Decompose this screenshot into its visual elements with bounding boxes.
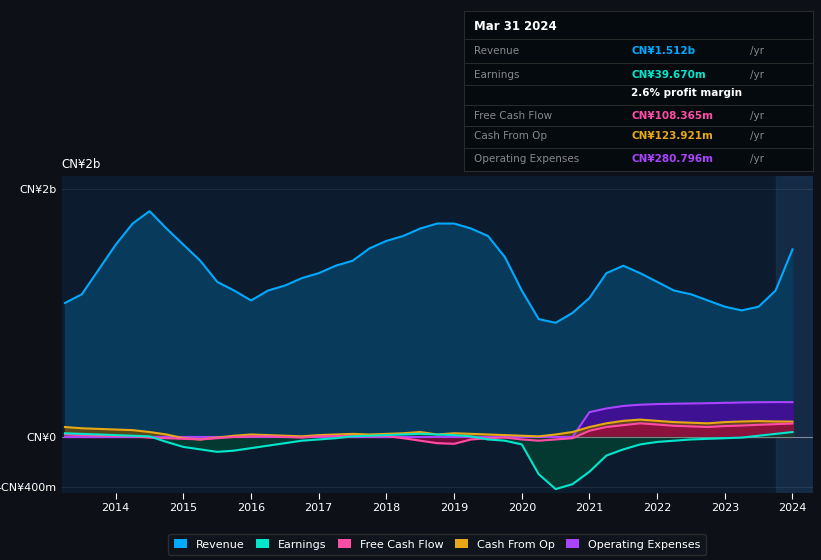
Legend: Revenue, Earnings, Free Cash Flow, Cash From Op, Operating Expenses: Revenue, Earnings, Free Cash Flow, Cash … [168,534,706,556]
Text: Operating Expenses: Operating Expenses [475,154,580,164]
Text: CN¥280.796m: CN¥280.796m [631,154,713,164]
Text: CN¥39.670m: CN¥39.670m [631,70,706,80]
Text: CN¥123.921m: CN¥123.921m [631,132,713,142]
Text: Revenue: Revenue [475,46,520,56]
Text: CN¥1.512b: CN¥1.512b [631,46,695,56]
Text: CN¥2b: CN¥2b [62,158,101,171]
Text: Free Cash Flow: Free Cash Flow [475,111,553,121]
Text: 2.6% profit margin: 2.6% profit margin [631,88,742,99]
Bar [776,176,816,493]
Text: /yr: /yr [750,46,764,56]
Text: Mar 31 2024: Mar 31 2024 [475,20,557,33]
Text: Earnings: Earnings [475,70,520,80]
Text: /yr: /yr [750,154,764,164]
Text: /yr: /yr [750,70,764,80]
Text: /yr: /yr [750,132,764,142]
Text: CN¥108.365m: CN¥108.365m [631,111,713,121]
Text: /yr: /yr [750,111,764,121]
Text: Cash From Op: Cash From Op [475,132,548,142]
